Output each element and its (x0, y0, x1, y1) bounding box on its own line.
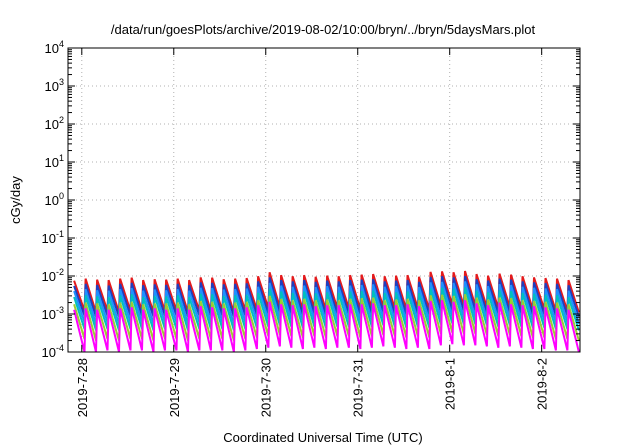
x-axis-label: Coordinated Universal Time (UTC) (223, 430, 422, 445)
x-tick-label: 2019-8-2 (535, 358, 550, 410)
x-tick-label: 2019-7-31 (351, 358, 366, 417)
y-tick-label: 101 (45, 153, 64, 170)
y-tick-label: 100 (45, 191, 64, 208)
y-axis-label: cGy/day (8, 176, 23, 224)
y-tick-label: 10-4 (42, 343, 64, 360)
y-tick-label: 10-2 (42, 267, 64, 284)
y-tick-label: 104 (45, 39, 64, 56)
x-tick-label: 2019-8-1 (443, 358, 458, 410)
x-axis: 2019-7-28 2019-7-29 2019-7-30 2019-7-31 2019… (75, 48, 550, 417)
y-axis: 10-4 10-3 10-2 10-1 100 101 102 103 104 (42, 39, 580, 360)
y-tick-label: 102 (45, 115, 64, 132)
y-tick-label: 10-3 (42, 305, 64, 322)
series-line-5 (73, 300, 580, 353)
x-tick-label: 2019-7-30 (259, 358, 274, 417)
series-layer (73, 270, 580, 353)
chart-title: /data/run/goesPlots/archive/2019-08-02/1… (111, 22, 536, 37)
y-tick-label: 10-1 (42, 229, 64, 246)
x-tick-label: 2019-7-29 (167, 358, 182, 417)
x-tick-label: 2019-7-28 (75, 358, 90, 417)
y-tick-label: 103 (45, 77, 64, 94)
